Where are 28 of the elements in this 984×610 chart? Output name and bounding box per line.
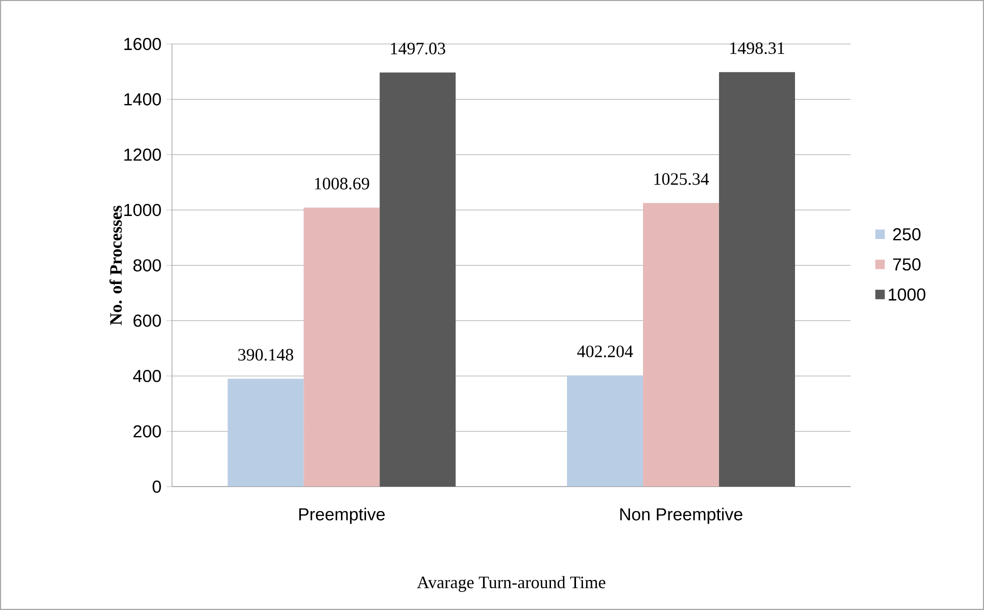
y-tick-label: 1600 (124, 38, 161, 50)
legend-label: 1000 (888, 288, 926, 301)
bar (643, 202, 720, 487)
x-axis-title: Avarage Turn-around Time (416, 576, 606, 592)
y-tick-label: 800 (133, 259, 161, 272)
data-label: 1025.34 (654, 173, 709, 185)
y-axis-title: No. of Processes (109, 206, 122, 326)
y-tick-label: 1400 (124, 93, 161, 106)
y-tick-label: 1000 (124, 204, 161, 216)
data-label: 1008.69 (315, 178, 370, 190)
bar (719, 72, 796, 487)
y-tick-label: 1200 (124, 148, 161, 161)
data-label: 390.148 (238, 348, 294, 361)
data-label: 1498.31 (730, 42, 784, 54)
y-tick-label: 600 (134, 314, 161, 327)
legend-label: 750 (893, 258, 921, 271)
bar (567, 375, 644, 487)
x-tick-label: Non Preemptive (620, 508, 742, 524)
y-tick-label: 400 (133, 370, 161, 382)
x-tick-label: Preemptive (299, 508, 385, 524)
bar (304, 208, 380, 487)
y-tick-label: 0 (152, 480, 161, 493)
legend-label: 250 (893, 228, 921, 240)
bar (380, 72, 456, 487)
data-label: 1497.03 (391, 42, 446, 54)
y-tick-label: 200 (134, 425, 161, 438)
data-label: 402.204 (577, 346, 633, 358)
bar (228, 378, 304, 487)
